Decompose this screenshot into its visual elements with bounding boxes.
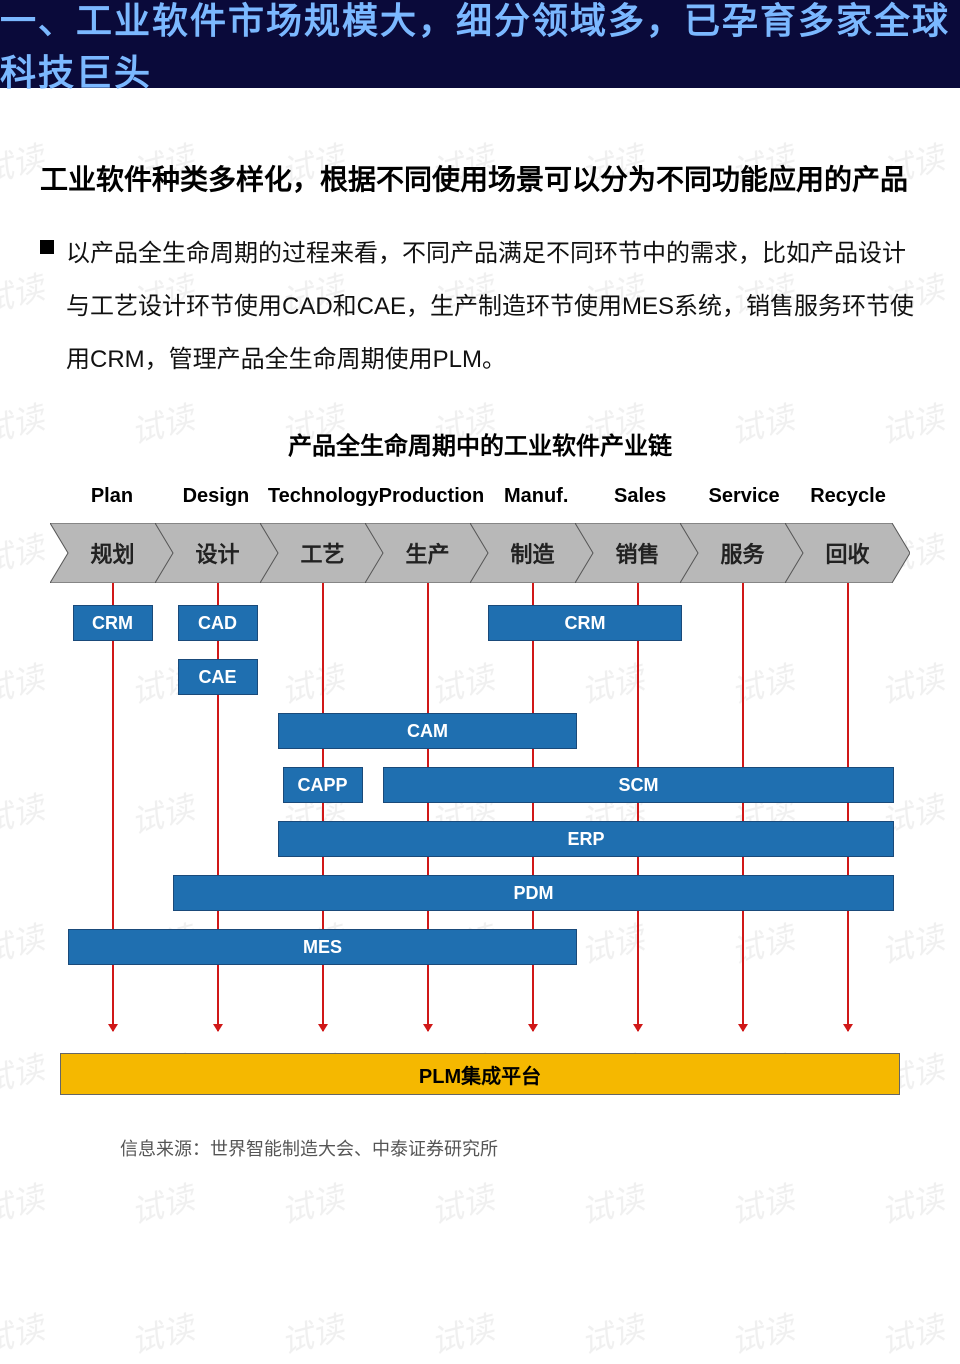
watermark-text: 试读 [725,1302,799,1363]
plm-label: PLM集成平台 [419,1060,541,1089]
software-box-erp-7: ERP [278,821,894,857]
connector-line-6 [742,583,744,1031]
watermark-text: 试读 [875,1302,949,1363]
stage-chevron-2: 工艺 [270,523,375,583]
bullet-item: 以产品全生命周期的过程来看，不同产品满足不同环节中的需求，比如产品设计与工艺设计… [40,228,920,386]
watermark-text: 试读 [575,1172,649,1233]
stage-en-4: Manuf. [484,485,588,508]
stage-en-5: Sales [588,485,692,508]
stage-english-row: PlanDesignTechnologyProductionManuf.Sale… [60,485,900,508]
arrowhead-icon [528,1024,538,1032]
stage-cn-label-4: 制造 [510,537,554,569]
connector-line-5 [637,583,639,1031]
software-box-crm-0: CRM [73,605,153,641]
stage-en-1: Design [164,485,268,508]
software-box-scm-6: SCM [383,767,894,803]
stage-en-7: Recycle [796,485,900,508]
watermark-text: 试读 [125,1302,199,1363]
stage-chevron-row: 规划 设计 工艺 生产 制造 销售 服务 回收 [60,523,900,583]
arrowhead-icon [423,1024,433,1032]
software-box-mes-9: MES [68,929,577,965]
stage-en-0: Plan [60,485,164,508]
stage-chevron-6: 服务 [690,523,795,583]
stage-cn-label-7: 回收 [825,537,869,569]
watermark-text: 试读 [275,1172,349,1233]
stage-chevron-5: 销售 [585,523,690,583]
stage-en-2: Technology [268,485,379,508]
stage-cn-label-1: 设计 [195,537,239,569]
software-box-crm-2: CRM [488,605,682,641]
watermark-text: 试读 [0,1172,49,1233]
stage-cn-label-5: 销售 [615,537,659,569]
stage-chevron-7: 回收 [795,523,900,583]
bullet-text: 以产品全生命周期的过程来看，不同产品满足不同环节中的需求，比如产品设计与工艺设计… [66,228,920,386]
arrowhead-icon [108,1024,118,1032]
stage-en-6: Service [692,485,796,508]
watermark-text: 试读 [125,1172,199,1233]
stage-chevron-1: 设计 [165,523,270,583]
stage-en-3: Production [379,485,485,508]
page-content: 工业软件种类多样化，根据不同使用场景可以分为不同功能应用的产品 以产品全生命周期… [0,88,960,1161]
software-box-cam-4: CAM [278,713,577,749]
watermark-text: 试读 [875,1172,949,1233]
section-subtitle: 工业软件种类多样化，根据不同使用场景可以分为不同功能应用的产品 [40,158,920,198]
arrowhead-icon [213,1024,223,1032]
stage-chevron-4: 制造 [480,523,585,583]
plm-platform-bar: PLM集成平台 [60,1053,900,1095]
stage-cn-label-6: 服务 [720,537,764,569]
arrowhead-icon [738,1024,748,1032]
stage-chevron-3: 生产 [375,523,480,583]
connector-line-7 [847,583,849,1031]
watermark-text: 试读 [425,1302,499,1363]
watermark-text: 试读 [575,1302,649,1363]
watermark-text: 试读 [425,1172,499,1233]
watermark-text: 试读 [725,1172,799,1233]
watermark-text: 试读 [0,1302,49,1363]
software-box-cad-1: CAD [178,605,258,641]
page-banner: 一、工业软件市场规模大，细分领域多，已孕育多家全球科技巨头 [0,0,960,88]
stage-cn-label-2: 工艺 [300,537,344,569]
software-box-capp-5: CAPP [283,767,363,803]
stage-chevron-0: 规划 [60,523,165,583]
source-attribution: 信息来源：世界智能制造大会、中泰证券研究所 [120,1135,920,1161]
bullet-marker [40,240,54,254]
stage-cn-label-3: 生产 [405,537,449,569]
software-box-pdm-8: PDM [173,875,894,911]
software-box-cae-3: CAE [178,659,258,695]
arrowhead-icon [843,1024,853,1032]
lifecycle-diagram: PlanDesignTechnologyProductionManuf.Sale… [60,485,900,1105]
arrowhead-icon [633,1024,643,1032]
stage-cn-label-0: 规划 [90,537,134,569]
watermark-text: 试读 [275,1302,349,1363]
banner-title: 一、工业软件市场规模大，细分领域多，已孕育多家全球科技巨头 [0,0,960,96]
arrowhead-icon [318,1024,328,1032]
diagram-title: 产品全生命周期中的工业软件产业链 [40,426,920,461]
